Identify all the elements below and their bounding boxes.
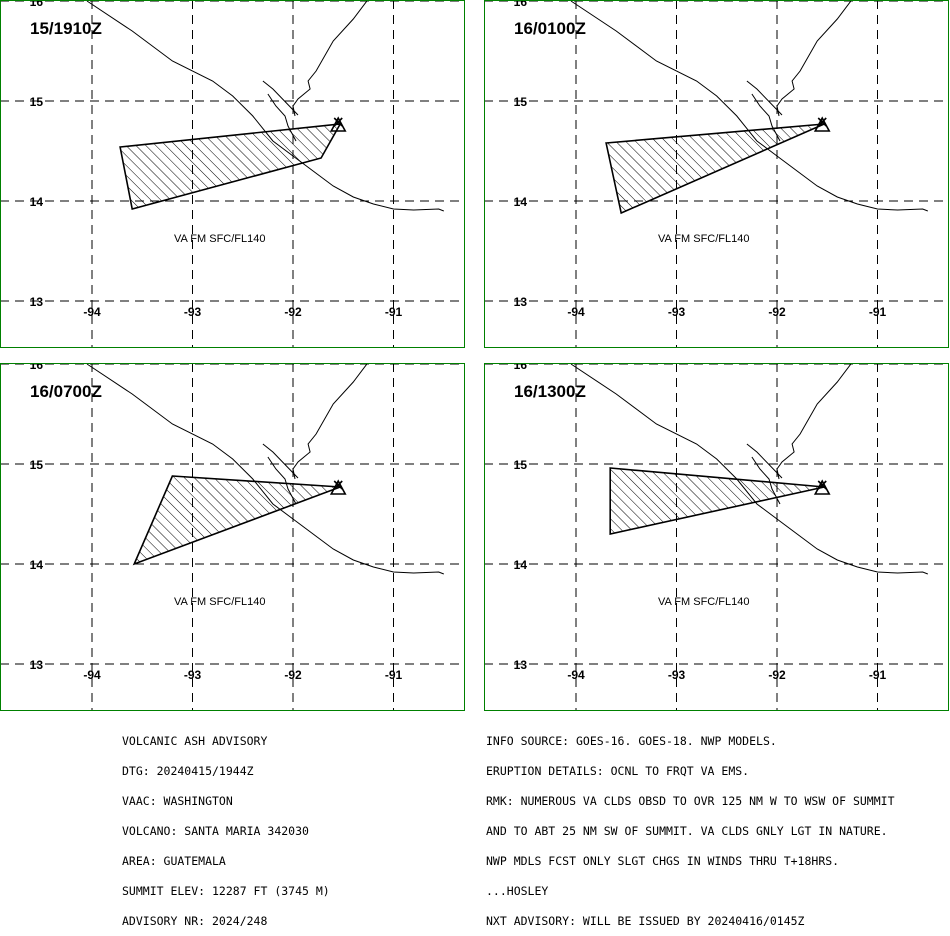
latitude-tick-label: 14 xyxy=(30,558,44,572)
panel-frame xyxy=(484,0,949,348)
latitude-tick-label: 15 xyxy=(514,95,528,109)
country-border xyxy=(776,363,853,480)
longitude-tick-label: -91 xyxy=(385,305,403,319)
panel-frame xyxy=(0,0,465,348)
volcano-icon xyxy=(813,479,831,495)
longitude-tick-label: -92 xyxy=(284,305,302,319)
longitude-tick-label: -93 xyxy=(668,668,686,682)
latitude-tick-label: 13 xyxy=(30,658,44,672)
advisory-line: ERUPTION DETAILS: OCNL TO FRQT VA EMS. xyxy=(486,764,750,778)
latitude-tick-label: 16 xyxy=(514,363,528,372)
advisory-line: NXT ADVISORY: WILL BE ISSUED BY 20240416… xyxy=(486,914,805,928)
ash-level-label: VA FM SFC/FL140 xyxy=(658,233,750,245)
advisory-text-right: INFO SOURCE: GOES-16. GOES-18. NWP MODEL… xyxy=(486,716,895,936)
advisory-line: RMK: NUMEROUS VA CLDS OBSD TO OVR 125 NM… xyxy=(486,794,895,808)
advisory-text-left: VOLCANIC ASH ADVISORY DTG: 20240415/1944… xyxy=(122,716,330,936)
advisory-line: ...HOSLEY xyxy=(486,884,549,898)
advisory-line: VAAC: WASHINGTON xyxy=(122,794,233,808)
longitude-tick-label: -91 xyxy=(869,305,887,319)
advisory-line: VOLCANIC ASH ADVISORY xyxy=(122,734,268,748)
longitude-tick-label: -94 xyxy=(567,668,585,682)
latitude-tick-label: 15 xyxy=(30,458,44,472)
map-panel: -94 -93 -92 -91 16 15 14 13 15/1910Z VA FM SFC/FL… xyxy=(0,0,465,348)
latitude-tick-label: 15 xyxy=(514,458,528,472)
longitude-tick-label: -93 xyxy=(184,668,202,682)
coastline xyxy=(570,0,928,212)
country-border xyxy=(292,0,369,117)
longitude-tick-label: -91 xyxy=(869,668,887,682)
latitude-tick-label: 16 xyxy=(30,363,44,372)
ash-cloud-polygon xyxy=(119,123,342,210)
panel-time-title: 16/0700Z xyxy=(30,382,102,401)
map-canvas: -94 -93 -92 -91 16 15 14 13 16/1300Z VA FM SFC/FL… xyxy=(484,363,949,711)
latitude-tick-label: 13 xyxy=(30,295,44,309)
advisory-line: AREA: GUATEMALA xyxy=(122,854,226,868)
river-line xyxy=(746,443,783,479)
latitude-tick-label: 14 xyxy=(514,558,528,572)
coastline xyxy=(570,363,928,575)
latitude-tick-label: 16 xyxy=(514,0,528,9)
coastline xyxy=(86,363,444,575)
country-border xyxy=(267,93,297,142)
panel-time-title: 16/1300Z xyxy=(514,382,586,401)
panel-time-title: 15/1910Z xyxy=(30,19,102,38)
panel-time-title: 16/0100Z xyxy=(514,19,586,38)
map-canvas: -94 -93 -92 -91 16 15 14 13 16/0100Z VA FM SFC/FL… xyxy=(484,0,949,348)
map-panel: -94 -93 -92 -91 16 15 14 13 16/0100Z VA FM SFC/FL… xyxy=(484,0,949,348)
country-border xyxy=(751,93,781,142)
ash-cloud-polygon xyxy=(605,123,825,215)
country-border xyxy=(267,456,297,505)
longitude-tick-label: -94 xyxy=(83,668,101,682)
country-border xyxy=(292,363,369,480)
longitude-tick-label: -94 xyxy=(83,305,101,319)
country-border xyxy=(751,456,781,505)
advisory-line: ADVISORY NR: 2024/248 xyxy=(122,914,268,928)
map-canvas: -94 -93 -92 -91 16 15 14 13 15/1910Z VA FM SFC/FL… xyxy=(0,0,465,348)
longitude-tick-label: -93 xyxy=(184,305,202,319)
advisory-line: VOLCANO: SANTA MARIA 342030 xyxy=(122,824,309,838)
river-line xyxy=(262,443,299,479)
latitude-tick-label: 14 xyxy=(514,195,528,209)
panel-frame xyxy=(484,363,949,711)
latitude-tick-label: 13 xyxy=(514,295,528,309)
map-canvas: -94 -93 -92 -91 16 15 14 13 16/0700Z VA FM SFC/FL… xyxy=(0,363,465,711)
longitude-tick-label: -94 xyxy=(567,305,585,319)
advisory-line: INFO SOURCE: GOES-16. GOES-18. NWP MODEL… xyxy=(486,734,777,748)
longitude-tick-label: -92 xyxy=(284,668,302,682)
latitude-tick-label: 13 xyxy=(514,658,528,672)
advisory-line: NWP MDLS FCST ONLY SLGT CHGS IN WINDS TH… xyxy=(486,854,840,868)
volcano-icon xyxy=(329,479,347,495)
latitude-tick-label: 15 xyxy=(30,95,44,109)
longitude-tick-label: -93 xyxy=(668,305,686,319)
ash-level-label: VA FM SFC/FL140 xyxy=(174,233,266,245)
coastline xyxy=(86,0,444,212)
ash-level-label: VA FM SFC/FL140 xyxy=(658,596,750,608)
longitude-tick-label: -92 xyxy=(768,305,786,319)
country-border xyxy=(776,0,853,117)
advisory-line: SUMMIT ELEV: 12287 FT (3745 M) xyxy=(122,884,330,898)
map-panel: -94 -93 -92 -91 16 15 14 13 16/1300Z VA FM SFC/FL… xyxy=(484,363,949,711)
advisory-line: AND TO ABT 25 NM SW OF SUMMIT. VA CLDS G… xyxy=(486,824,888,838)
volcano-icon xyxy=(813,116,831,132)
longitude-tick-label: -92 xyxy=(768,668,786,682)
river-line xyxy=(262,80,299,116)
ash-level-label: VA FM SFC/FL140 xyxy=(174,596,266,608)
advisory-line: DTG: 20240415/1944Z xyxy=(122,764,254,778)
ash-cloud-polygon xyxy=(132,475,341,566)
latitude-tick-label: 16 xyxy=(30,0,44,9)
panel-frame xyxy=(0,363,465,711)
ash-cloud-polygon xyxy=(609,467,825,535)
river-line xyxy=(746,80,783,116)
map-panel: -94 -93 -92 -91 16 15 14 13 16/0700Z VA FM SFC/FL… xyxy=(0,363,465,711)
latitude-tick-label: 14 xyxy=(30,195,44,209)
longitude-tick-label: -91 xyxy=(385,668,403,682)
volcano-icon xyxy=(329,116,347,132)
